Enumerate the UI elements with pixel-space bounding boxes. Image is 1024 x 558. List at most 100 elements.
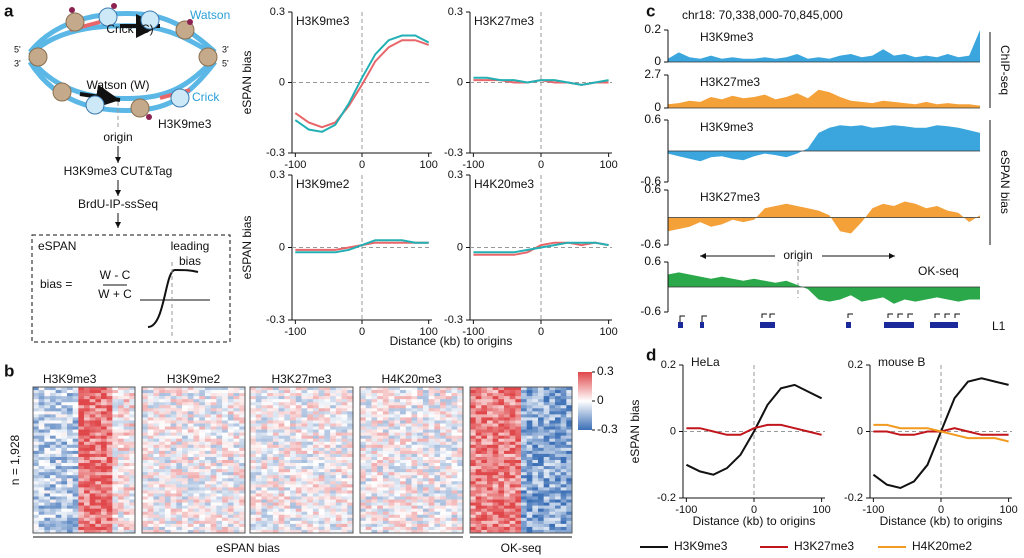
heatmap-cell: [73, 518, 79, 521]
heatmap-cell: [400, 396, 406, 399]
heatmap-cell: [423, 506, 429, 509]
heatmap-cell: [400, 387, 406, 390]
heatmap-cell: [194, 448, 200, 451]
heatmap-cell: [324, 420, 330, 423]
heatmap-cell: [347, 408, 353, 411]
heatmap-cell: [216, 493, 222, 496]
heatmap-cell: [205, 518, 211, 521]
heatmap-cell: [366, 509, 372, 512]
heatmap-cell: [261, 387, 267, 390]
heatmap-cell: [412, 472, 418, 475]
heatmap-cell: [307, 387, 313, 390]
heatmap-cell: [84, 497, 90, 500]
heatmap-cell: [498, 506, 504, 509]
heatmap-cell: [342, 387, 348, 390]
heatmap-cell: [347, 472, 353, 475]
heatmap-cell: [194, 481, 200, 484]
heatmap-cell: [532, 405, 538, 408]
heatmap-cell: [342, 439, 348, 442]
heatmap-cell: [67, 387, 73, 390]
heatmap-cell: [342, 454, 348, 457]
heatmap-cell: [182, 472, 188, 475]
heatmap-cell: [389, 493, 395, 496]
heatmap-cell: [532, 436, 538, 439]
heatmap-cell: [222, 475, 228, 478]
heatmap-cell: [429, 436, 435, 439]
heatmap-cell: [532, 411, 538, 414]
heatmap-cell: [290, 463, 296, 466]
heatmap-cell: [476, 417, 482, 420]
heatmap-cell: [67, 442, 73, 445]
heatmap-cell: [124, 512, 130, 515]
heatmap-cell: [78, 445, 84, 448]
heatmap-cell: [400, 509, 406, 512]
heatmap-cell: [319, 448, 325, 451]
heatmap-cell: [296, 399, 302, 402]
heatmap-cell: [481, 457, 487, 460]
heatmap-cell: [406, 445, 412, 448]
heatmap-cell: [78, 424, 84, 427]
heatmap-cell: [434, 417, 440, 420]
heatmap-cell: [389, 490, 395, 493]
heatmap-cell: [423, 518, 429, 521]
heatmap-cell: [176, 478, 182, 481]
heatmap-cell: [330, 393, 336, 396]
heatmap-cell: [118, 451, 124, 454]
heatmap-cell: [417, 509, 423, 512]
heatmap-cell: [389, 445, 395, 448]
heatmap-cell: [290, 414, 296, 417]
heatmap-cell: [544, 448, 550, 451]
box-text: bias: [179, 254, 201, 268]
heatmap-cell: [515, 445, 521, 448]
heatmap-cell: [194, 472, 200, 475]
heatmap-cell: [148, 466, 154, 469]
heatmap-cell: [284, 527, 290, 530]
heatmap-cell: [205, 442, 211, 445]
heatmap-cell: [307, 460, 313, 463]
heatmap-cell: [452, 439, 458, 442]
heatmap-cell: [273, 490, 279, 493]
heatmap-cell: [250, 472, 256, 475]
heatmap-cell: [561, 493, 567, 496]
heatmap-cell: [67, 463, 73, 466]
heatmap-cell: [182, 430, 188, 433]
heatmap-cell: [555, 445, 561, 448]
heatmap-cell: [383, 414, 389, 417]
heatmap-cell: [383, 454, 389, 457]
y-tick-label: 0.2: [848, 359, 863, 371]
heatmap-cell: [159, 472, 165, 475]
heatmap-cell: [67, 506, 73, 509]
heatmap-cell: [194, 390, 200, 393]
heatmap-cell: [33, 460, 39, 463]
heatmap-cell: [389, 503, 395, 506]
track-title: H3K9me3: [700, 120, 754, 134]
heatmap-cell: [347, 484, 353, 487]
heatmap-cell: [256, 451, 262, 454]
heatmap-cell: [95, 512, 101, 515]
heatmap-cell: [429, 387, 435, 390]
heatmap-cell: [457, 497, 463, 500]
heatmap-cell: [44, 417, 50, 420]
heatmap-cell: [470, 402, 476, 405]
y-tick-label: 0.2: [644, 22, 661, 36]
heatmap-cell: [67, 493, 73, 496]
heatmap-cell: [555, 469, 561, 472]
heatmap-cell: [330, 512, 336, 515]
heatmap-cell: [95, 506, 101, 509]
heatmap-cell: [118, 414, 124, 417]
heatmap-cell: [267, 460, 273, 463]
heatmap-cell: [313, 469, 319, 472]
strand-label: Watson: [190, 8, 230, 22]
heatmap-cell: [222, 451, 228, 454]
heatmap-cell: [366, 451, 372, 454]
heatmap-cell: [493, 512, 499, 515]
heatmap-cell: [429, 451, 435, 454]
heatmap-cell: [44, 436, 50, 439]
heatmap-cell: [319, 408, 325, 411]
heatmap-cell: [142, 436, 148, 439]
heatmap-cell: [234, 457, 240, 460]
heatmap-cell: [159, 399, 165, 402]
heatmap-cell: [544, 417, 550, 420]
heatmap-cell: [521, 493, 527, 496]
heatmap-cell: [142, 484, 148, 487]
